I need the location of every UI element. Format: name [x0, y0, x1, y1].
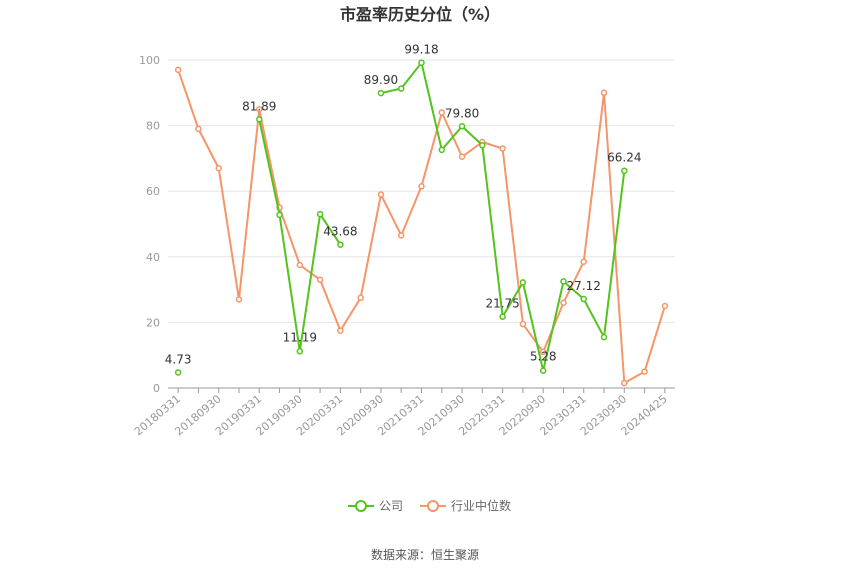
y-tick-label: 40	[146, 251, 160, 264]
axes: 0204060801002018033120180930201903312019…	[132, 54, 675, 438]
industry-median-point	[215, 164, 222, 172]
industry-median-point	[357, 294, 364, 302]
data-source: 数据来源：恒生聚源	[371, 547, 479, 562]
company-point	[499, 313, 506, 320]
company-point	[397, 85, 405, 92]
industry-median-point	[337, 327, 344, 334]
industry-median-point	[377, 191, 385, 198]
y-tick-label: 100	[139, 54, 160, 67]
legend-company-label: 公司	[379, 499, 403, 513]
industry-median-point	[195, 125, 202, 133]
company-data-label: 79.80	[445, 106, 479, 120]
industry-median-point	[316, 276, 324, 284]
company-point	[296, 348, 304, 355]
company-point	[519, 279, 527, 286]
company-data-label: 21.75	[485, 297, 519, 311]
company-line	[380, 61, 626, 372]
industry-median-point	[641, 368, 648, 375]
y-tick-label: 80	[146, 120, 160, 133]
industry-median-point	[580, 258, 587, 265]
industry-median-point	[560, 299, 567, 306]
data-labels: 4.73 81.89 11.19 43.68 89.90 99.18 79.80 21.75 5…	[165, 43, 642, 367]
company-point	[458, 123, 466, 130]
industry-median-point	[438, 109, 446, 116]
legend: 公司 行业中位数	[348, 498, 511, 513]
industry-median-point	[539, 348, 547, 356]
industry-median-point	[418, 183, 425, 190]
y-tick-label: 20	[146, 316, 160, 329]
company-point	[174, 369, 182, 376]
company-point	[438, 146, 446, 154]
industry-median-point	[458, 153, 466, 161]
company-data-label: 4.73	[165, 352, 192, 366]
industry-median-point	[600, 89, 608, 97]
industry-median-point	[621, 379, 628, 387]
industry-median-point	[499, 145, 506, 152]
company-point	[337, 241, 344, 248]
y-tick-label: 0	[153, 382, 160, 395]
company-point	[539, 367, 547, 374]
industry-median-point	[256, 105, 263, 113]
chart-title: 市盈率历史分位（%）	[340, 5, 500, 24]
company-point	[377, 89, 385, 97]
legend-company-marker	[355, 500, 367, 512]
industry-median-point	[519, 320, 527, 328]
company-point	[418, 59, 425, 66]
industry-median-point	[661, 302, 669, 310]
company-data-label: 99.18	[404, 43, 438, 57]
company-data-label: 27.12	[567, 279, 601, 293]
industry-median-point	[174, 66, 182, 74]
company-data-label: 66.24	[607, 151, 641, 165]
company-point	[560, 278, 567, 285]
company-point	[580, 295, 587, 303]
company-point	[621, 167, 628, 174]
industry-median-point	[296, 261, 304, 269]
company-data-label: 11.19	[283, 330, 317, 344]
industry-median-line	[177, 69, 666, 385]
company-point	[316, 210, 324, 218]
legend-industry-median-marker	[427, 500, 439, 512]
company-data-label: 89.90	[364, 73, 398, 87]
company-point	[479, 142, 486, 149]
industry-median-point	[235, 296, 243, 303]
industry-median-point	[397, 232, 405, 239]
company-data-label: 81.89	[242, 99, 276, 113]
legend-industry-median-label: 行业中位数	[451, 498, 511, 513]
company-point	[600, 333, 608, 341]
company-point	[276, 211, 283, 219]
company-data-label: 5.28	[530, 350, 557, 364]
company-data-label: 43.68	[323, 225, 357, 239]
series-layer	[174, 59, 669, 387]
y-tick-label: 60	[146, 185, 160, 198]
company-point	[256, 116, 263, 123]
